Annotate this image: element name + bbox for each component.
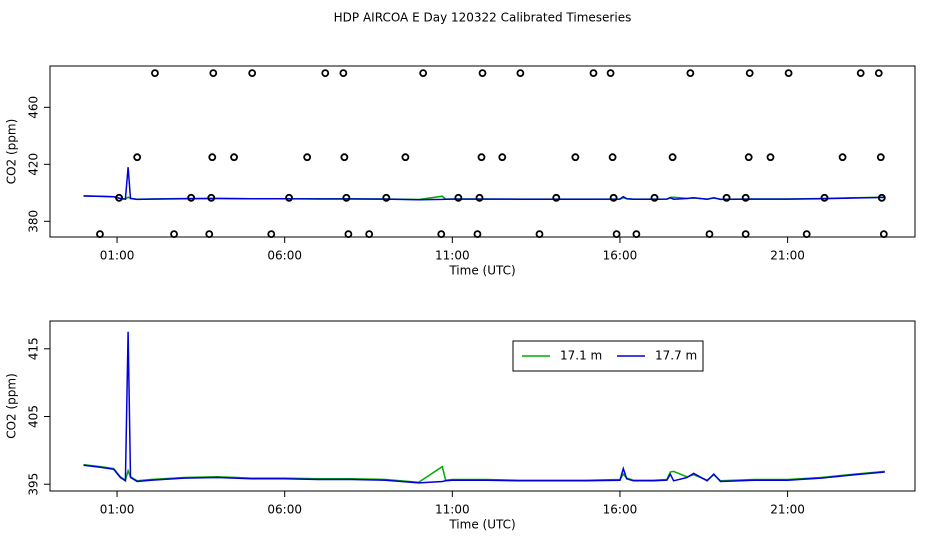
calibration-point [151, 69, 159, 78]
calibration-point [498, 153, 507, 162]
x-axis-label: Time (UTC) [448, 518, 515, 532]
calibration-point [802, 230, 811, 239]
calibration-point [267, 230, 276, 239]
calibration-point [477, 153, 486, 162]
calibration-point [874, 69, 883, 78]
calibration-point [606, 69, 615, 78]
calibration-point [303, 153, 312, 162]
calibration-point [382, 193, 391, 202]
calibration-point [478, 69, 487, 78]
calibration-point [187, 193, 196, 202]
calibration-point [552, 193, 561, 202]
y-axis-label: CO2 (ppm) [5, 373, 19, 439]
x-tick-label: 11:00 [435, 503, 470, 517]
calibration-point [745, 69, 754, 78]
plot-frame [49, 320, 916, 492]
y-tick-label: 380 [27, 210, 41, 233]
calibration-point [473, 230, 482, 239]
calibration-point [475, 193, 484, 202]
calibration-point [741, 193, 750, 202]
calibration-point [686, 69, 695, 78]
x-tick-label: 06:00 [267, 249, 302, 263]
calibration-point [208, 153, 217, 162]
y-axis-label: CO2 (ppm) [5, 119, 19, 185]
calibration-point [741, 230, 750, 239]
calibration-point [766, 153, 775, 162]
calibration-point [609, 193, 618, 202]
calibration-point [248, 69, 257, 78]
calibration-point [207, 193, 216, 202]
calibration-point [784, 69, 793, 78]
calibration-point [876, 153, 885, 162]
calibration-point [285, 193, 293, 202]
calibration-point [668, 153, 677, 162]
calibration-point [133, 153, 142, 162]
calibration-point [612, 230, 621, 239]
x-tick-label: 01:00 [100, 249, 135, 263]
y-tick-label: 405 [27, 405, 41, 428]
y-tick-label: 460 [27, 96, 41, 119]
y-tick-label: 415 [27, 337, 41, 360]
calibration-point [705, 230, 714, 239]
x-tick-label: 01:00 [100, 503, 135, 517]
x-tick-label: 21:00 [770, 503, 805, 517]
calibration-point [722, 193, 731, 202]
plot-frame [49, 65, 916, 238]
calibration-point [209, 69, 218, 78]
calibration-point [454, 193, 463, 202]
calibration-point [879, 230, 888, 239]
calibration-point [401, 153, 410, 162]
series-line [83, 331, 885, 484]
calibration-point [535, 230, 544, 239]
calibration-point [838, 153, 847, 162]
y-tick-label: 420 [27, 153, 41, 176]
calibration-point [589, 69, 598, 78]
y-tick-label: 395 [27, 473, 41, 496]
calibration-point [608, 153, 617, 162]
calibration-point [205, 230, 214, 239]
x-tick-label: 16:00 [603, 249, 638, 263]
calibration-point [419, 69, 428, 78]
legend-label: 17.1 m [560, 349, 602, 363]
calibration-point [437, 230, 446, 239]
calibration-point [321, 69, 330, 78]
calibration-point [856, 69, 865, 78]
calibration-point [115, 193, 123, 202]
calibration-point [516, 69, 525, 78]
x-tick-label: 21:00 [770, 249, 805, 263]
x-tick-label: 11:00 [435, 249, 470, 263]
calibration-point [877, 193, 886, 202]
calibration-point [340, 153, 349, 162]
calibration-point [744, 153, 753, 162]
calibration-point [344, 230, 353, 239]
calibration-point [342, 193, 351, 202]
calibration-point [339, 69, 348, 78]
x-tick-label: 16:00 [603, 503, 638, 517]
calibration-point [230, 153, 238, 162]
calibration-point [365, 230, 374, 239]
calibration-point [820, 193, 829, 202]
legend-label: 17.7 m [655, 349, 697, 363]
calibration-point [96, 230, 104, 239]
calibration-point [632, 230, 641, 239]
calibration-point [650, 193, 659, 202]
series-line [83, 167, 885, 201]
x-tick-label: 06:00 [267, 503, 302, 517]
x-axis-label: Time (UTC) [448, 264, 515, 278]
calibration-point [170, 230, 178, 239]
calibration-point [571, 153, 580, 162]
chart-title: HDP AIRCOA E Day 120322 Calibrated Times… [334, 11, 632, 25]
